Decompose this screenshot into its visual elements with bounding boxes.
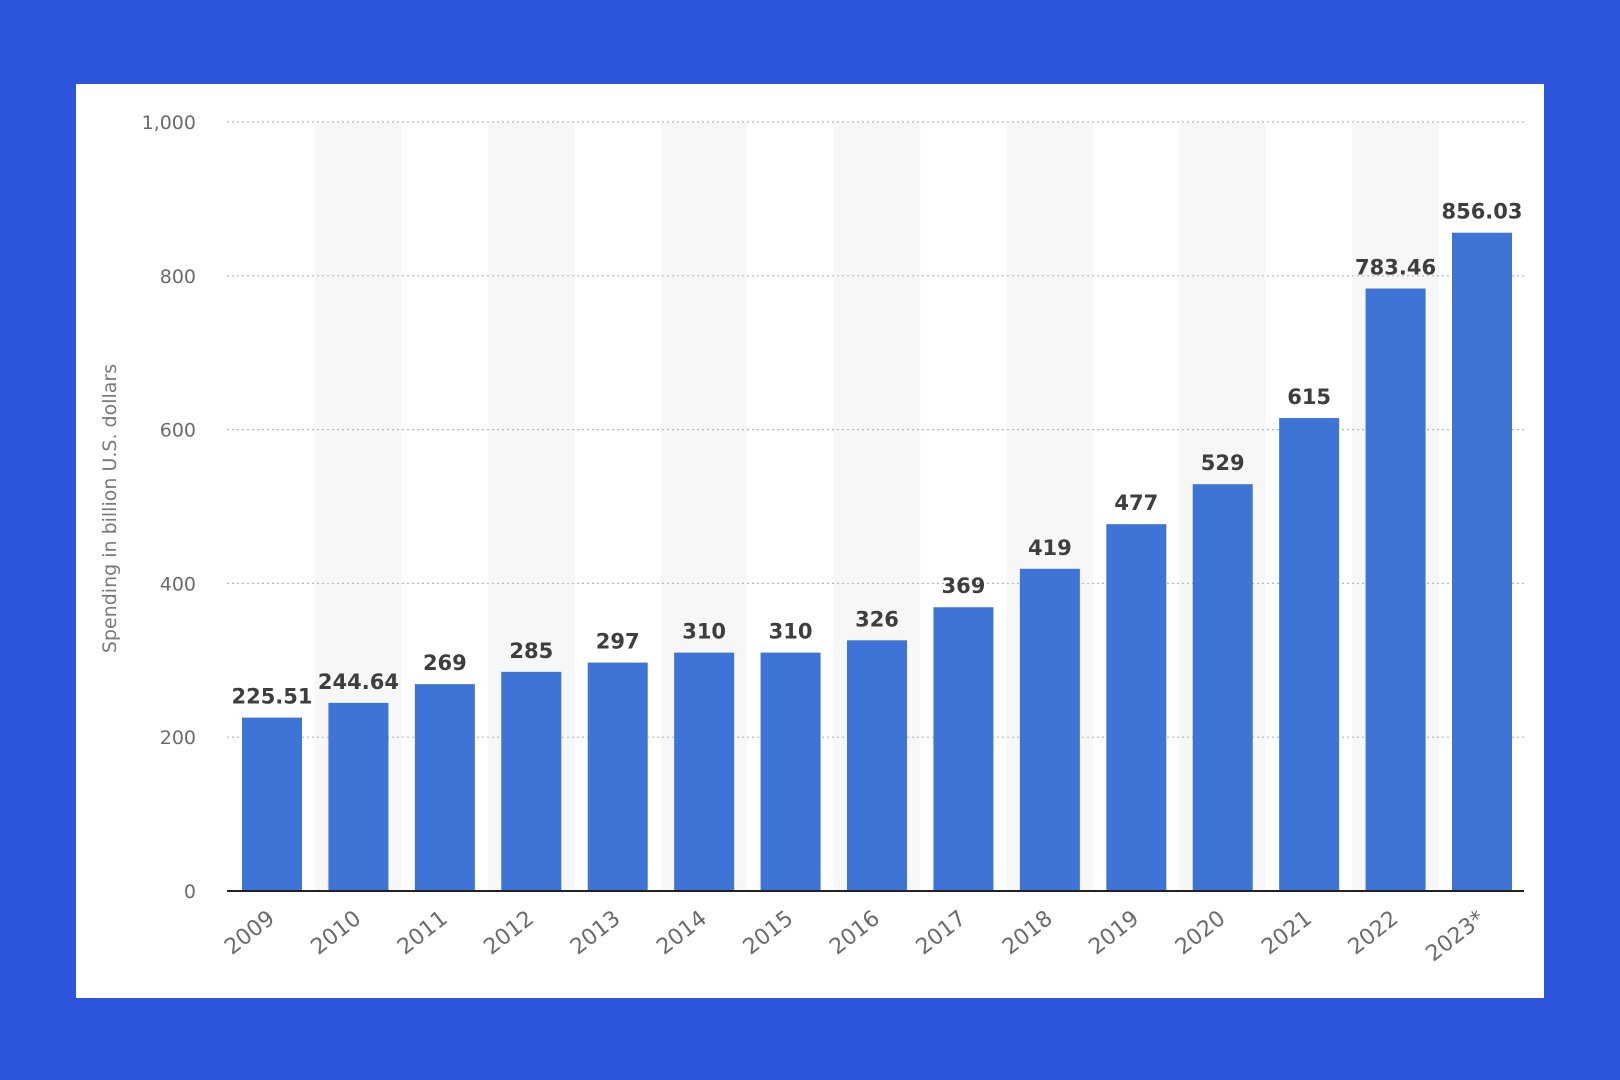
x-tick-label: 2019 (1084, 906, 1144, 960)
value-label: 856.03 (1441, 200, 1522, 224)
y-axis-ticks: 0 200 400 600 800 1,000 (142, 112, 196, 903)
x-tick-label: 2012 (479, 906, 539, 960)
bar (1365, 288, 1426, 891)
bar (501, 671, 562, 891)
bar (1192, 484, 1253, 891)
bar (1452, 232, 1512, 891)
value-label: 529 (1201, 451, 1245, 475)
bars (242, 232, 1512, 891)
bar (847, 640, 907, 891)
x-tick-label: 2015 (739, 906, 799, 960)
value-label: 310 (769, 620, 813, 644)
bar (328, 702, 389, 891)
x-axis-ticks: 2009 2010 2011 2012 2013 2014 2015 2016 2017 2018… (220, 906, 1490, 967)
x-tick-label: 2009 (220, 906, 280, 960)
value-label: 225.51 (231, 685, 312, 709)
x-tick-label: 2017 (912, 906, 972, 960)
value-label: 419 (1028, 536, 1072, 560)
x-tick-label: 2011 (393, 906, 453, 960)
value-label: 326 (855, 607, 899, 631)
bar (1279, 418, 1340, 891)
x-tick-label: 2020 (1171, 906, 1231, 960)
value-label: 269 (423, 651, 467, 675)
y-tick-label: 600 (160, 420, 196, 442)
y-tick-label: 800 (160, 266, 196, 288)
x-tick-label: 2022 (1344, 906, 1404, 960)
y-axis-label: Spending in billion U.S. dollars (99, 364, 121, 653)
value-label: 310 (682, 620, 726, 644)
y-tick-label: 1,000 (142, 112, 196, 134)
bar (414, 684, 475, 891)
x-tick-label: 2021 (1257, 906, 1317, 960)
x-tick-label: 2018 (998, 906, 1058, 960)
value-label: 369 (942, 574, 986, 598)
bar (587, 662, 648, 891)
bar (1019, 568, 1080, 891)
x-tick-label: 2023* (1422, 906, 1490, 967)
x-tick-label: 2013 (566, 906, 626, 960)
value-label: 615 (1287, 385, 1331, 409)
y-tick-label: 200 (160, 727, 196, 749)
bar (242, 717, 302, 891)
bar (674, 652, 735, 891)
bar (933, 607, 994, 891)
bar (760, 652, 821, 891)
value-label: 297 (596, 630, 640, 654)
x-tick-label: 2014 (652, 906, 712, 960)
y-tick-label: 0 (184, 881, 196, 903)
bar (1106, 524, 1167, 891)
value-label: 244.64 (318, 670, 399, 694)
value-label: 783.46 (1355, 256, 1436, 280)
y-tick-label: 400 (160, 573, 196, 595)
value-label: 285 (509, 639, 553, 663)
x-tick-label: 2016 (825, 906, 885, 960)
value-label: 477 (1114, 491, 1158, 515)
x-tick-label: 2010 (307, 906, 367, 960)
